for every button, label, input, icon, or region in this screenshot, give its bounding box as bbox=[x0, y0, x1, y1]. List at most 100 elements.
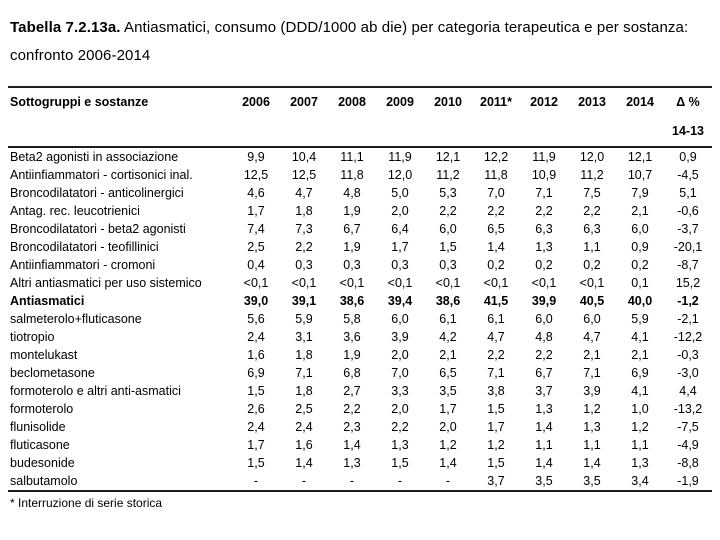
value-cell: 5,1 bbox=[679, 186, 697, 200]
value-cell: 0,9 bbox=[631, 240, 649, 254]
value-cell: 1,3 bbox=[391, 438, 409, 452]
value-cell: 4,4 bbox=[679, 384, 697, 398]
value-cell: 1,9 bbox=[343, 204, 361, 218]
value-cell: 2,0 bbox=[391, 204, 409, 218]
value-cell: 1,7 bbox=[487, 420, 505, 434]
table-row: Antiinfiammatori - cromoni 0,4 0,3 0,3 0,3 0… bbox=[8, 256, 712, 274]
value-cell: 5,9 bbox=[631, 312, 649, 326]
antiasmatici-consumption-table: Sottogruppi e sostanze 2006 2007 2008 20… bbox=[8, 86, 712, 492]
value-cell: 1,3 bbox=[631, 456, 649, 470]
value-cell: 0,3 bbox=[343, 258, 361, 272]
value-cell: 1,7 bbox=[439, 402, 457, 416]
value-cell: 7,1 bbox=[535, 186, 553, 200]
value-cell: 12,5 bbox=[291, 168, 317, 182]
table-row: budesonide 1,5 1,4 1,3 1,5 1,4 1,5 1,4 1,4 1,3 -8… bbox=[8, 454, 712, 472]
value-cell: 0,9 bbox=[679, 150, 697, 164]
value-cell: 2,1 bbox=[439, 348, 457, 362]
value-cell: 0,2 bbox=[583, 258, 601, 272]
value-cell: 38,6 bbox=[435, 294, 461, 308]
value-cell: 1,8 bbox=[295, 384, 313, 398]
row-label: Antag. rec. leucotrienici bbox=[10, 204, 140, 218]
value-cell: 2,0 bbox=[439, 420, 457, 434]
value-cell: <0,1 bbox=[291, 276, 317, 290]
value-cell: 12,0 bbox=[387, 168, 413, 182]
value-cell: 6,9 bbox=[247, 366, 265, 380]
value-cell: 1,1 bbox=[535, 438, 553, 452]
table-row: Altri antiasmatici per uso sistemico <0,… bbox=[8, 274, 712, 292]
value-cell: 11,8 bbox=[484, 168, 508, 182]
table-row: flunisolide 2,4 2,4 2,3 2,2 2,0 1,7 1,4 1,3 1,2 -… bbox=[8, 418, 712, 436]
header-year-2013: 2013 bbox=[578, 95, 606, 109]
value-cell: 2,2 bbox=[487, 204, 505, 218]
value-cell: 7,4 bbox=[247, 222, 265, 236]
value-cell: 4,1 bbox=[631, 330, 649, 344]
value-cell: 1,4 bbox=[295, 456, 313, 470]
value-cell: - bbox=[397, 474, 403, 488]
value-cell: 1,8 bbox=[295, 348, 313, 362]
row-label: tiotropio bbox=[10, 330, 55, 344]
row-label: Antiasmatici bbox=[10, 294, 85, 308]
value-cell: 39,0 bbox=[243, 294, 269, 308]
value-cell: 2,2 bbox=[343, 402, 361, 416]
row-label: salbutamolo bbox=[10, 474, 78, 488]
value-cell: 10,4 bbox=[291, 150, 317, 164]
value-cell: <0,1 bbox=[243, 276, 269, 290]
value-cell: 6,7 bbox=[535, 366, 553, 380]
value-cell: 5,9 bbox=[295, 312, 313, 326]
table-row: Broncodilatatori - beta2 agonisti 7,4 7,3… bbox=[8, 220, 712, 238]
header-year-2006: 2006 bbox=[242, 95, 270, 109]
value-cell: 6,0 bbox=[631, 222, 649, 236]
value-cell: -7,5 bbox=[677, 420, 699, 434]
header-delta-period: 14-13 bbox=[672, 124, 704, 138]
header-row-sub: 14-13 bbox=[8, 117, 712, 147]
value-cell: 7,3 bbox=[295, 222, 313, 236]
value-cell: 3,7 bbox=[535, 384, 553, 398]
value-cell: 3,4 bbox=[631, 474, 649, 488]
value-cell: 2,7 bbox=[343, 384, 361, 398]
value-cell: -0,3 bbox=[677, 348, 699, 362]
value-cell: 3,1 bbox=[295, 330, 313, 344]
row-label: formoterolo e altri anti-asmatici bbox=[10, 384, 181, 398]
value-cell: <0,1 bbox=[339, 276, 365, 290]
value-cell: 12,2 bbox=[483, 150, 509, 164]
value-cell: - bbox=[445, 474, 451, 488]
value-cell: 2,2 bbox=[487, 348, 505, 362]
value-cell: 1,9 bbox=[343, 240, 361, 254]
value-cell: -8,8 bbox=[677, 456, 699, 470]
header-year-2011: 2011* bbox=[480, 95, 512, 109]
value-cell: 1,5 bbox=[247, 384, 265, 398]
value-cell: 1,7 bbox=[247, 204, 265, 218]
value-cell: 2,0 bbox=[391, 348, 409, 362]
value-cell: 6,7 bbox=[343, 222, 361, 236]
value-cell: -4,9 bbox=[677, 438, 699, 452]
value-cell: -20,1 bbox=[673, 240, 703, 254]
value-cell: 7,1 bbox=[487, 366, 505, 380]
header-sottogruppi: Sottogruppi e sostanze bbox=[10, 95, 149, 109]
value-cell: 2,6 bbox=[247, 402, 265, 416]
value-cell: 3,3 bbox=[391, 384, 409, 398]
value-cell: 0,3 bbox=[391, 258, 409, 272]
value-cell: 1,1 bbox=[583, 438, 601, 452]
value-cell: 11,2 bbox=[436, 168, 460, 182]
value-cell: -3,0 bbox=[677, 366, 699, 380]
value-cell: 7,0 bbox=[391, 366, 409, 380]
value-cell: 12,1 bbox=[627, 150, 653, 164]
value-cell: 1,9 bbox=[343, 348, 361, 362]
row-label: Altri antiasmatici per uso sistemico bbox=[10, 276, 202, 290]
value-cell: <0,1 bbox=[579, 276, 605, 290]
value-cell: 6,0 bbox=[583, 312, 601, 326]
value-cell: 3,7 bbox=[487, 474, 505, 488]
value-cell: 1,2 bbox=[631, 420, 649, 434]
value-cell: 1,2 bbox=[439, 438, 457, 452]
value-cell: 4,6 bbox=[247, 186, 265, 200]
value-cell: 2,2 bbox=[439, 204, 457, 218]
value-cell: 1,5 bbox=[391, 456, 409, 470]
row-label: montelukast bbox=[10, 348, 78, 362]
row-label: budesonide bbox=[10, 456, 75, 470]
value-cell: 2,0 bbox=[391, 402, 409, 416]
value-cell: 40,5 bbox=[579, 294, 605, 308]
value-cell: 0,2 bbox=[535, 258, 553, 272]
value-cell: 2,5 bbox=[247, 240, 265, 254]
value-cell: 1,4 bbox=[535, 420, 553, 434]
